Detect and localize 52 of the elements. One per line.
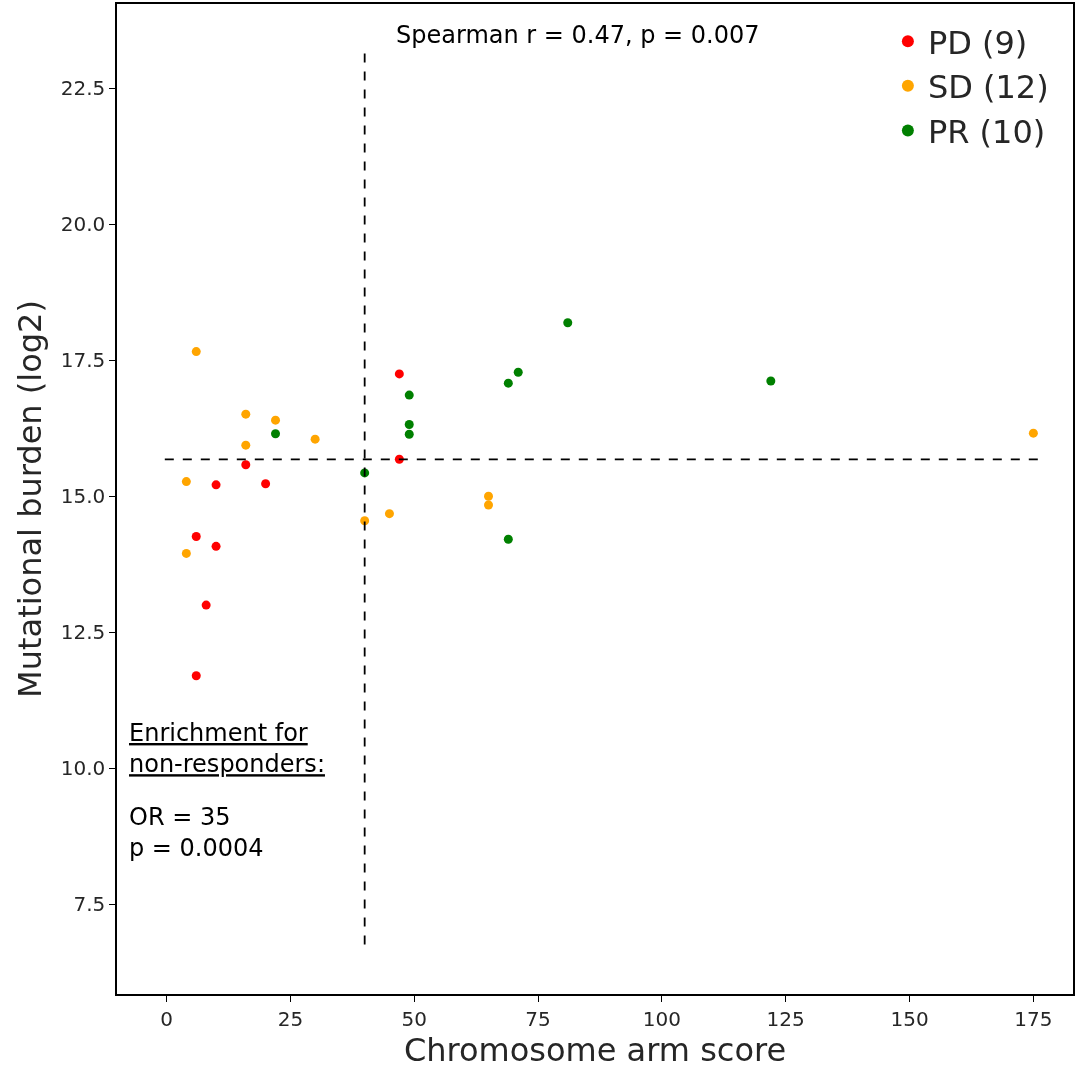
y-tick-label: 17.5 (60, 348, 106, 373)
point (503, 378, 513, 388)
point (241, 409, 251, 419)
point (261, 479, 271, 489)
point (503, 534, 513, 544)
x-tick-label: 50 (401, 1006, 427, 1031)
x-tick-label: 175 (1014, 1006, 1053, 1031)
point (181, 548, 191, 558)
point (513, 367, 523, 377)
point (766, 376, 776, 386)
x-tick-label: 150 (890, 1006, 929, 1031)
legend-label: PR (10) (927, 112, 1046, 151)
point (201, 600, 211, 610)
point (1028, 428, 1038, 438)
point (563, 318, 573, 328)
point (271, 415, 281, 425)
point (360, 516, 370, 526)
y-tick-label: 7.5 (73, 892, 106, 917)
point (211, 480, 221, 490)
annotation: Enrichment for non-responders: (129, 719, 325, 779)
point (191, 532, 201, 542)
point (191, 671, 201, 681)
legend-label: SD (12) (927, 68, 1049, 107)
x-tick-label: 75 (525, 1006, 551, 1031)
point (191, 347, 201, 357)
x-tick-label: 0 (160, 1006, 173, 1031)
point (241, 460, 251, 470)
point (241, 440, 251, 450)
point (310, 434, 320, 444)
point (211, 541, 221, 551)
point (404, 429, 414, 439)
legend-label: PD (9) (927, 23, 1028, 62)
x-axis-title: Chromosome arm score (403, 1030, 787, 1069)
y-tick-label: 20.0 (60, 212, 106, 237)
x-tick-label: 25 (277, 1006, 304, 1031)
point (404, 419, 414, 429)
x-tick-label: 125 (766, 1006, 805, 1031)
point (484, 491, 493, 501)
y-tick-label: 15.0 (60, 484, 106, 509)
point (181, 477, 191, 487)
point (384, 509, 394, 519)
y-tick-label: 10.0 (60, 756, 106, 781)
point (271, 429, 281, 439)
annotation: Spearman r = 0.47, p = 0.007 (396, 21, 760, 49)
y-tick-label: 22.5 (60, 76, 106, 101)
y-tick-label: 12.5 (60, 620, 106, 645)
point (404, 390, 414, 400)
y-axis-title: Mutational burden (log2) (10, 300, 49, 698)
point (484, 500, 493, 510)
annotation: OR = 35 p = 0.0004 (129, 803, 264, 863)
x-tick-label: 100 (642, 1006, 681, 1031)
point (394, 369, 404, 379)
